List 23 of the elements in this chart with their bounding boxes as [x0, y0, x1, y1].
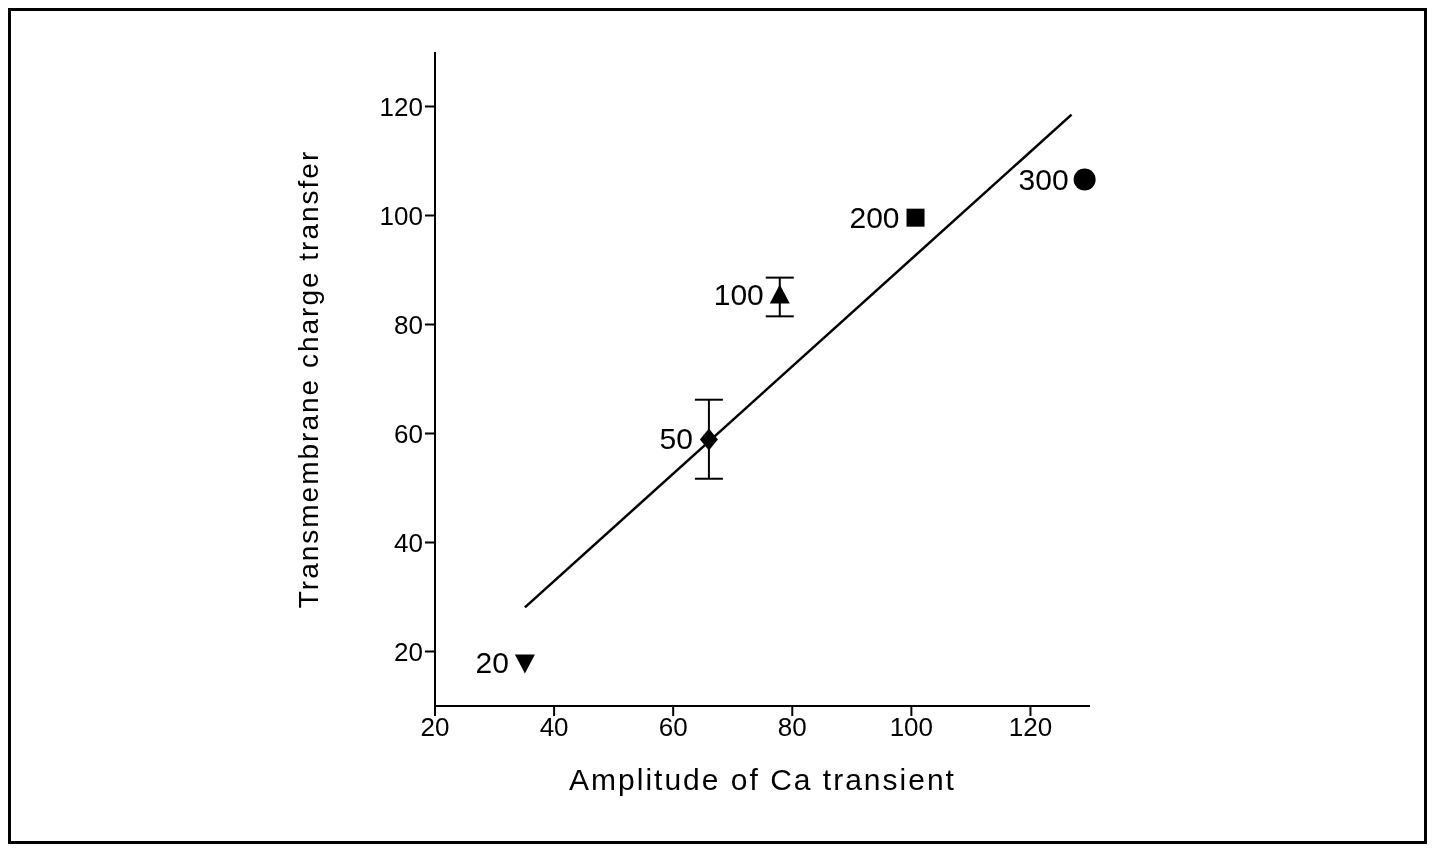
annotation: 300 [1018, 162, 1069, 196]
annotation: 20 [475, 646, 509, 680]
y-axis-title: Transmembrane charge transfer [292, 149, 324, 609]
y-tick-label: 120 [379, 91, 423, 122]
y-tick-label: 20 [394, 636, 423, 667]
y-tick-label: 80 [394, 309, 423, 340]
y-tick-label: 100 [379, 200, 423, 231]
point [514, 654, 535, 674]
x-axis-title: Amplitude of Ca transient [569, 763, 956, 796]
annotation: 200 [849, 200, 900, 234]
y-tick-label: 60 [394, 418, 423, 449]
x-tick-label: 120 [1008, 712, 1053, 743]
point [906, 208, 925, 227]
annotation: 50 [659, 422, 693, 456]
x-tick-label: 40 [539, 712, 569, 743]
x-tick-label: 80 [777, 712, 807, 743]
annotation: 100 [713, 277, 764, 311]
x-tick-label: 20 [420, 712, 450, 743]
x-tick-label: 60 [658, 712, 688, 743]
point [1073, 168, 1096, 191]
point [769, 284, 790, 304]
y-tick-label: 40 [394, 527, 423, 558]
x-tick-label: 100 [889, 712, 934, 743]
